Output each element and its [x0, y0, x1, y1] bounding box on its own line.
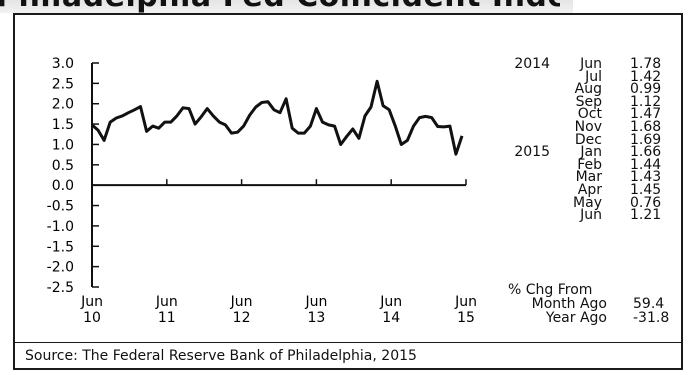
- recent-value-year: 2015: [514, 144, 550, 161]
- recent-value-number: 0.76: [630, 194, 662, 211]
- y-tick-label: 3.0: [52, 56, 74, 72]
- y-tick-label: 1.0: [52, 137, 74, 153]
- x-tick-year: 14: [382, 310, 400, 326]
- recent-value-row: Aug 0.99: [490, 81, 680, 98]
- recent-value-row: May 0.76: [490, 194, 680, 211]
- x-tick-year: 15: [457, 310, 475, 326]
- recent-value-number: 1.47: [630, 106, 662, 123]
- pct-change-value: 59.4: [633, 296, 665, 312]
- recent-value-month: Aug: [574, 81, 602, 98]
- recent-value-month: May: [573, 194, 602, 211]
- recent-value-row: Apr 1.45: [490, 181, 680, 198]
- recent-value-month: Jun: [580, 56, 602, 72]
- recent-value-number: 1.66: [630, 144, 662, 161]
- recent-value-row: Jul 1.42: [490, 68, 680, 85]
- recent-value-row: Nov 1.68: [490, 118, 680, 135]
- title-band: [0, 0, 573, 13]
- y-tick-label: -2.5: [47, 280, 74, 296]
- y-tick-label: -2.0: [47, 260, 74, 276]
- recent-value-month: Nov: [574, 118, 602, 135]
- recent-value-number: 1.42: [630, 68, 662, 85]
- recent-value-year: 2014: [514, 56, 550, 72]
- y-tick-label: 2.5: [52, 76, 74, 92]
- recent-value-number: 0.99: [630, 81, 662, 98]
- recent-value-month: Jan: [580, 144, 602, 161]
- recent-value-month: Jul: [585, 68, 602, 85]
- recent-values-table: 2014 Jun 1.78 Jul 1.42 Aug 0.99 Sep 1.12 Oct 1.47 N…: [490, 56, 680, 224]
- recent-value-month: Apr: [577, 181, 602, 198]
- y-ticks: 3.0 2.5 2.0 1.5 1.0 0.5 0.0 -0.5 -1.0 -1.5 -2.0 -2.…: [47, 56, 99, 296]
- source-note: Source: The Federal Reserve Bank of Phil…: [25, 348, 417, 364]
- recent-value-number: 1.12: [630, 93, 662, 110]
- recent-value-number: 1.69: [630, 131, 662, 148]
- pct-change-row: Year Ago -31.8: [490, 311, 680, 325]
- pct-change-row: Month Ago 59.4: [490, 297, 680, 311]
- x-tick-month: Jun: [379, 294, 402, 310]
- recent-value-month: Oct: [577, 106, 602, 123]
- y-tick-label: 0.0: [52, 178, 74, 194]
- x-tick-month: Jun: [304, 294, 327, 310]
- title-clip: Philadelphia Fed Coincident Index: [0, 0, 560, 13]
- y-tick-label: -0.5: [47, 199, 74, 215]
- recent-value-month: Feb: [577, 156, 602, 173]
- chart-frame: [13, 13, 683, 370]
- x-tick-month: Jun: [155, 294, 178, 310]
- recent-value-row: Sep 1.12: [490, 93, 680, 110]
- y-tick-label: -1.5: [47, 239, 74, 255]
- y-tick-label: 1.5: [52, 117, 74, 133]
- x-tick-month: Jun: [454, 294, 477, 310]
- y-tick-label: 2.0: [52, 97, 74, 113]
- recent-value-month: Dec: [574, 131, 602, 148]
- source-divider: [15, 342, 681, 343]
- recent-value-month: Jun: [580, 207, 602, 224]
- y-tick-label: -1.0: [47, 219, 74, 235]
- x-tick-year: 10: [83, 310, 101, 326]
- pct-change-heading: % Chg From: [508, 282, 593, 298]
- recent-value-number: 1.45: [630, 181, 662, 198]
- pct-change-label: Month Ago: [531, 296, 607, 312]
- recent-value-row: Jun 1.21: [490, 207, 680, 224]
- x-tick-month: Jun: [80, 294, 103, 310]
- page-title: Philadelphia Fed Coincident Index: [0, 0, 560, 13]
- x-tick-year: 11: [158, 310, 176, 326]
- recent-value-row: Dec 1.69: [490, 131, 680, 148]
- recent-value-row: Mar 1.43: [490, 169, 680, 186]
- series-line: [91, 79, 464, 156]
- x-tick-month: Jun: [230, 294, 253, 310]
- y-tick-label: 0.5: [52, 158, 74, 174]
- recent-value-row: 2014 Jun 1.78: [490, 56, 680, 72]
- recent-value-row: Oct 1.47: [490, 106, 680, 123]
- recent-value-month: Mar: [575, 169, 602, 186]
- recent-value-number: 1.68: [630, 118, 662, 135]
- pct-change-value: -31.8: [633, 310, 670, 326]
- recent-value-number: 1.78: [630, 56, 662, 72]
- recent-value-number: 1.21: [630, 207, 662, 224]
- recent-value-number: 1.44: [630, 156, 662, 173]
- recent-value-row: 2015 Jan 1.66: [490, 144, 680, 161]
- recent-value-number: 1.43: [630, 169, 662, 186]
- recent-value-month: Sep: [575, 93, 602, 110]
- x-tick-year: 13: [307, 310, 325, 326]
- pct-change-label: Year Ago: [545, 310, 607, 326]
- x-tick-year: 12: [233, 310, 251, 326]
- recent-value-row: Feb 1.44: [490, 156, 680, 173]
